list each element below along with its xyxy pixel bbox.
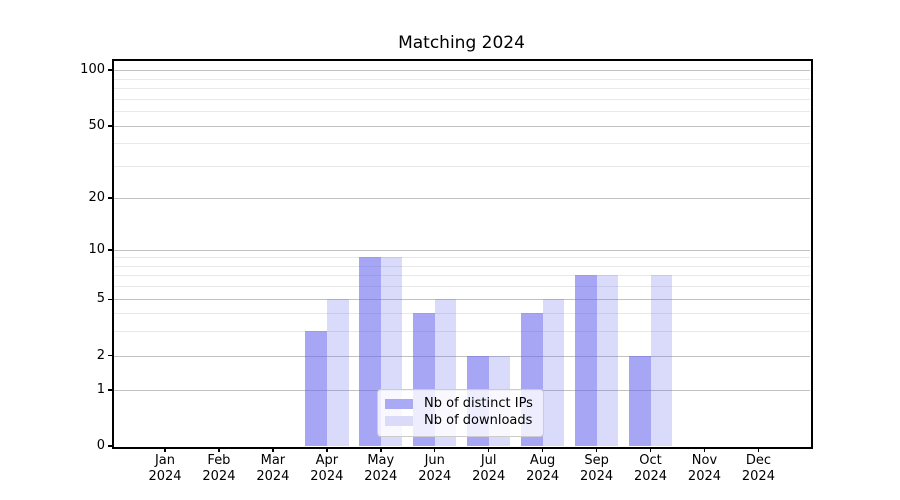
y-tick-label-0: 0 [96,438,105,453]
x-tick-mark-dec [757,447,760,452]
x-tick-mark-may [380,447,382,452]
bar-downloads-apr [326,299,349,446]
bar-downloads-aug [542,299,565,446]
y-tick-mark-1 [108,389,113,391]
x-tick-label-aug: Aug 2024 [526,453,560,484]
x-tick-mark-aug [541,447,544,452]
legend-label-downloads: Nb of downloads [424,413,533,428]
y-tick-mark-20 [108,197,113,199]
legend-swatch-distinct-ips [385,398,413,409]
x-tick-mark-jun [433,447,436,452]
major-gridline-5 [113,299,810,301]
legend: Nb of distinct IPs Nb of downloads [377,389,544,437]
legend-entry-downloads: Nb of downloads [385,412,535,429]
x-tick-mark-feb [218,447,220,452]
y-tick-label-2: 2 [96,347,105,363]
minor-gridline-30 [113,166,810,168]
x-tick-label-sep: Sep 2024 [580,453,614,484]
x-tick-mark-apr [326,447,328,452]
minor-gridline-8 [113,265,810,267]
minor-gridline-6 [113,286,810,288]
y-tick-label-50: 50 [88,118,105,133]
x-tick-label-jul: Jul 2024 [472,453,506,484]
minor-gridline-60 [113,111,810,113]
minor-gridline-70 [113,98,810,100]
minor-gridline-9 [113,257,810,259]
major-gridline-50 [113,126,810,127]
x-tick-label-nov: Nov 2024 [687,453,722,484]
bar-distinct-ips-sep [574,275,597,446]
x-tick-label-dec: Dec 2024 [741,453,775,484]
minor-gridline-4 [113,313,810,315]
y-tick-label-5: 5 [96,291,105,307]
y-tick-mark-10 [108,249,113,251]
x-tick-label-oct: Oct 2024 [633,453,668,484]
minor-gridline-90 [113,78,810,80]
minor-gridline-80 [113,88,810,90]
y-tick-label-100: 100 [80,62,105,78]
y-tick-mark-0 [108,445,113,447]
major-gridline-100 [113,70,810,72]
x-tick-mark-mar [272,447,274,452]
minor-gridline-7 [113,275,810,277]
x-tick-mark-jul [487,447,490,452]
bar-downloads-oct [650,275,673,446]
x-tick-mark-sep [595,447,598,452]
bar-distinct-ips-apr [305,330,327,446]
x-tick-label-may: May 2024 [364,453,398,484]
bar-distinct-ips-oct [628,355,651,446]
bar-distinct-ips-may [359,257,381,446]
x-tick-label-jan: Jan 2024 [148,453,182,484]
x-tick-label-apr: Apr 2024 [310,453,344,484]
major-gridline-10 [113,249,810,251]
x-tick-mark-nov [703,447,706,452]
y-tick-label-1: 1 [96,382,105,398]
y-tick-label-20: 20 [88,189,105,205]
major-gridline-2 [113,355,810,357]
bar-downloads-sep [596,275,619,446]
x-tick-label-mar: Mar 2024 [256,453,290,484]
y-tick-mark-5 [108,298,113,301]
y-tick-label-10: 10 [88,241,105,257]
y-tick-mark-2 [108,354,113,357]
x-tick-label-feb: Feb 2024 [202,453,236,484]
legend-swatch-downloads [385,415,413,426]
x-tick-label-jun: Jun 2024 [418,453,452,484]
x-tick-mark-oct [649,447,652,452]
minor-gridline-40 [113,143,810,145]
x-tick-mark-jan [164,447,166,452]
chart-title: Matching 2024 [398,33,525,53]
legend-label-distinct-ips: Nb of distinct IPs [424,396,533,411]
y-tick-mark-100 [108,69,113,71]
major-gridline-20 [113,197,810,199]
minor-gridline-3 [113,330,810,332]
y-tick-mark-50 [108,125,113,127]
legend-entry-distinct-ips: Nb of distinct IPs [385,395,535,412]
